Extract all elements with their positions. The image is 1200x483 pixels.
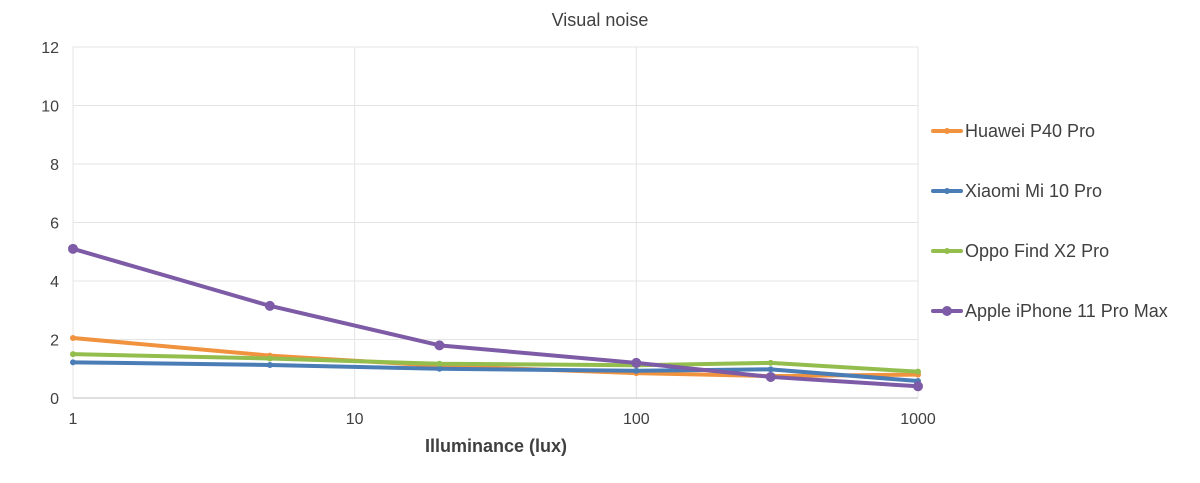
x-axis-label: Illuminance (lux)	[425, 436, 567, 456]
data-point	[765, 371, 776, 382]
series-line	[71, 246, 920, 389]
legend-item: Huawei P40 Pro	[931, 121, 1095, 141]
grid	[72, 46, 919, 398]
data-point	[68, 243, 78, 254]
data-point	[915, 368, 921, 375]
legend-item: Xiaomi Mi 10 Pro	[931, 181, 1102, 201]
legend-item: Apple iPhone 11 Pro Max	[931, 301, 1168, 321]
data-point	[767, 366, 774, 373]
data-point	[70, 359, 76, 366]
series-lines	[68, 243, 923, 392]
series-3	[68, 243, 923, 392]
legend-swatch-marker	[944, 188, 950, 194]
data-point	[70, 335, 76, 342]
chart-title: Visual noise	[552, 10, 649, 30]
y-tick-label: 2	[50, 333, 59, 350]
y-tick-label: 12	[41, 40, 59, 57]
data-point	[266, 361, 273, 368]
x-tick-label: 1	[69, 411, 78, 428]
legend-label: Huawei P40 Pro	[965, 121, 1095, 141]
y-tick-label: 6	[50, 216, 59, 233]
legend-swatch-marker	[942, 306, 952, 316]
x-tick-label: 100	[623, 411, 650, 428]
data-point	[264, 300, 275, 311]
data-point	[913, 381, 923, 392]
legend: Huawei P40 Pro Xiaomi Mi 10 Pro Oppo Find …	[931, 121, 1168, 321]
data-point	[631, 357, 642, 368]
data-point	[436, 365, 443, 372]
series-line	[71, 352, 920, 374]
series-line	[71, 360, 920, 384]
data-point	[633, 367, 640, 374]
y-tick-label: 4	[50, 274, 59, 291]
data-point	[70, 351, 76, 358]
legend-label: Oppo Find X2 Pro	[965, 241, 1109, 261]
x-tick-label: 10	[346, 411, 364, 428]
data-point	[434, 340, 445, 351]
legend-swatch-marker	[944, 248, 950, 254]
legend-swatch-marker	[944, 128, 950, 134]
legend-label: Apple iPhone 11 Pro Max	[965, 301, 1168, 321]
series-1	[70, 359, 921, 385]
y-tick-label: 10	[41, 99, 59, 116]
y-tick-label: 0	[50, 391, 59, 408]
y-tick-label: 8	[50, 157, 59, 174]
legend-label: Xiaomi Mi 10 Pro	[965, 181, 1102, 201]
data-point	[767, 359, 774, 366]
x-tick-label: 1000	[900, 411, 936, 428]
legend-item: Oppo Find X2 Pro	[931, 241, 1109, 261]
tick-labels: 0 2 4 6 8 10 12 1 10 100 1000	[41, 40, 936, 428]
data-point	[266, 355, 273, 362]
data-point	[436, 360, 443, 367]
